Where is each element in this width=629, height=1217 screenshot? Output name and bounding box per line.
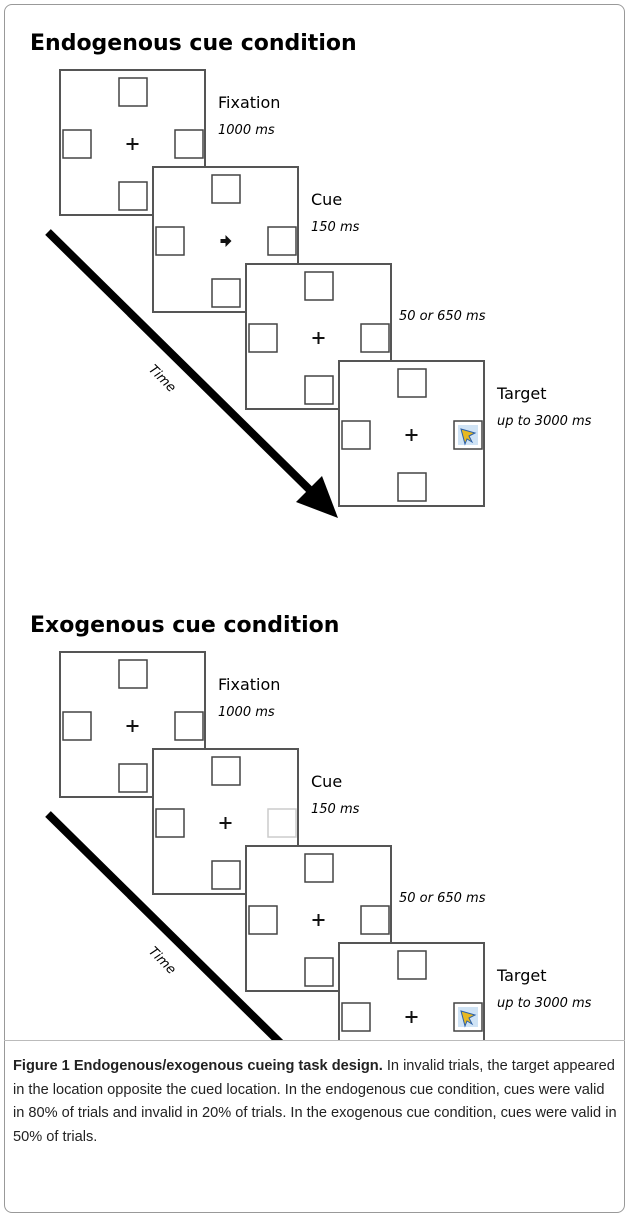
fixation-cross	[312, 914, 325, 926]
placeholder-box	[155, 226, 185, 256]
placeholder-box	[211, 756, 241, 786]
target-icon-shape	[460, 1010, 477, 1028]
time-arrow	[45, 811, 284, 1040]
frame-duration: 150 ms	[311, 802, 360, 817]
target-icon-shape	[460, 428, 477, 446]
caption-label: Figure 1	[13, 1058, 70, 1074]
placeholder-box	[267, 226, 297, 256]
fixation-cross	[219, 817, 232, 829]
fixation-cross	[126, 138, 139, 150]
time-label: Time	[145, 362, 178, 395]
fixation-cross	[405, 429, 418, 441]
placeholder-box	[248, 905, 278, 935]
placeholder-box	[62, 129, 92, 159]
placeholder-box	[341, 1002, 371, 1032]
frame-label: Target	[496, 966, 547, 985]
time-arrowhead	[296, 476, 338, 518]
frame-label: Target	[496, 384, 547, 403]
frame-label: Cue	[311, 772, 342, 791]
caption-title: Endogenous/exogenous cueing task design.	[73, 1058, 383, 1074]
placeholder-box	[211, 860, 241, 890]
frame-label: Cue	[311, 190, 342, 209]
frame-label: Fixation	[218, 675, 280, 694]
time-arrow	[45, 229, 321, 501]
frame-duration: 1000 ms	[218, 705, 275, 720]
time-label: Time	[145, 944, 178, 977]
frame-duration: up to 3000 ms	[497, 414, 592, 429]
caption-divider	[4, 1040, 625, 1041]
placeholder-box	[360, 905, 390, 935]
placeholder-box	[304, 375, 334, 405]
placeholder-box	[304, 271, 334, 301]
placeholder-box	[211, 278, 241, 308]
frame-duration: 50 or 650 ms	[399, 891, 486, 906]
placeholder-box	[118, 77, 148, 107]
placeholder-box	[248, 323, 278, 353]
fixation-cross	[126, 720, 139, 732]
placeholder-box	[360, 323, 390, 353]
placeholder-box	[118, 659, 148, 689]
placeholder-box	[118, 763, 148, 793]
frame-label: Fixation	[218, 93, 280, 112]
frame-duration: 150 ms	[311, 220, 360, 235]
caption: Figure 1 Endogenous/exogenous cueing tas…	[13, 1055, 617, 1149]
placeholder-box	[118, 181, 148, 211]
panel-title: Endogenous cue condition	[30, 31, 357, 56]
placeholder-box	[211, 174, 241, 204]
placeholder-box	[397, 472, 427, 502]
fixation-cross	[312, 332, 325, 344]
frame-duration: 1000 ms	[218, 123, 275, 138]
figure: Endogenous cue condition Fixation 1000 ms C…	[30, 31, 592, 1040]
placeholder-box	[397, 950, 427, 980]
placeholder-box	[174, 129, 204, 159]
placeholder-box	[341, 420, 371, 450]
cue-arrow	[220, 235, 232, 247]
fixation-cross	[405, 1011, 418, 1023]
panel-title: Exogenous cue condition	[30, 613, 339, 638]
caption-text: In invalid trials, the target appeared i…	[13, 1058, 617, 1145]
frame-duration: 50 or 650 ms	[399, 309, 486, 324]
placeholder-box	[304, 853, 334, 883]
placeholder-box	[62, 711, 92, 741]
figure-border	[4, 4, 625, 1213]
placeholder-box	[174, 711, 204, 741]
placeholder-box	[397, 368, 427, 398]
placeholder-box	[267, 808, 297, 838]
frame-duration: up to 3000 ms	[497, 996, 592, 1011]
placeholder-box	[304, 957, 334, 987]
placeholder-box	[155, 808, 185, 838]
